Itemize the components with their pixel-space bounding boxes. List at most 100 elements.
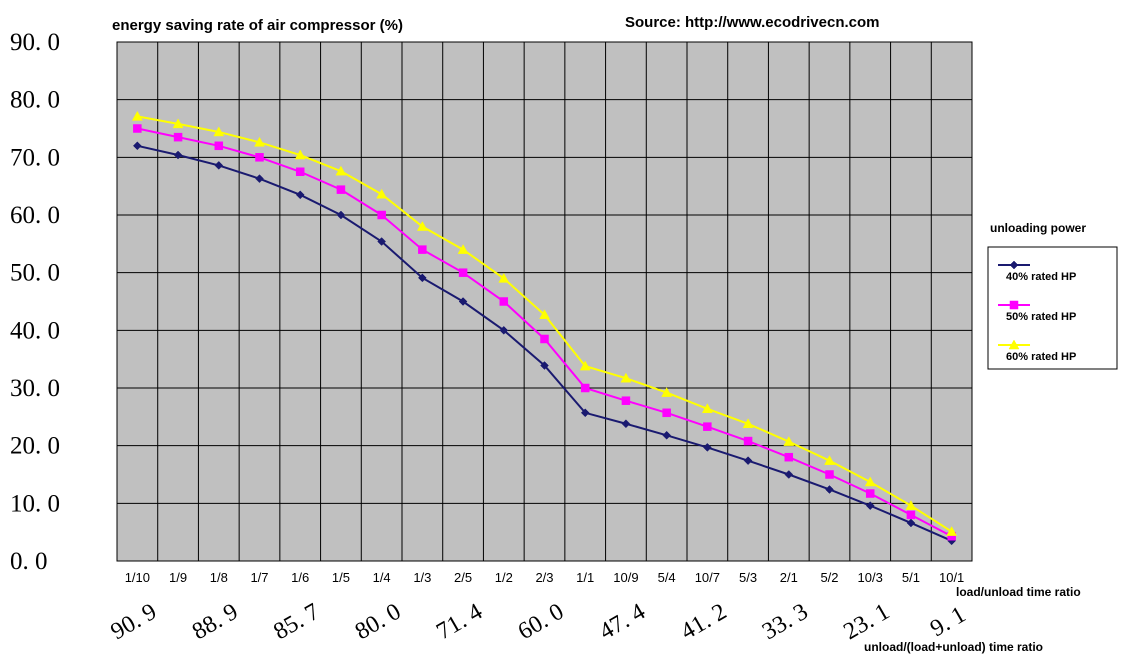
y-tick-label: 40. 0 xyxy=(10,317,60,344)
x-tick-label: 5/4 xyxy=(658,570,676,585)
marker-triangle xyxy=(498,272,510,283)
marker-diamond xyxy=(662,430,671,440)
marker-triangle xyxy=(701,403,713,414)
x-tick-label: 2/5 xyxy=(454,570,472,585)
secondary-x-tick-label: 9. 1 xyxy=(926,602,970,643)
marker-diamond xyxy=(743,456,753,466)
x-tick-label: 5/3 xyxy=(739,570,757,585)
legend-title: unloading power xyxy=(990,221,1086,235)
marker-diamond xyxy=(458,297,468,306)
marker-diamond xyxy=(865,501,875,510)
marker-square xyxy=(540,334,549,344)
marker-square xyxy=(295,167,305,176)
x-tick-label: 5/2 xyxy=(820,570,838,585)
series-layer xyxy=(131,110,958,546)
legend-item: 50% rated HP xyxy=(998,300,1076,323)
marker-diamond xyxy=(1009,260,1019,270)
secondary-x-tick-label: 90. 9 xyxy=(107,599,162,646)
legend: 40% rated HP 50% rated HP 60% rated HP xyxy=(998,260,1076,363)
secondary-x-tick-label: 41. 2 xyxy=(677,599,732,646)
chart-title: energy saving rate of air compressor (%) xyxy=(112,17,403,34)
marker-square xyxy=(906,510,916,520)
secondary-x-tick-label: 47. 4 xyxy=(595,599,650,646)
marker-square xyxy=(784,452,794,462)
marker-triangle xyxy=(335,165,347,176)
x-axis-label: load/unload time ratio xyxy=(956,585,1081,599)
series-60-rated-hp xyxy=(131,110,958,536)
secondary-x-tick-label: 71. 4 xyxy=(432,599,487,646)
marker-square xyxy=(173,132,183,142)
y-tick-label: 0. 0 xyxy=(10,548,48,575)
marker-diamond xyxy=(499,325,509,335)
marker-triangle xyxy=(579,360,591,371)
x-tick-label: 1/6 xyxy=(291,570,309,585)
x-tick-label: 1/7 xyxy=(250,570,268,585)
marker-square xyxy=(1009,300,1019,310)
x-tick-label: 2/1 xyxy=(780,570,798,585)
x-tick-label: 1/2 xyxy=(495,570,513,585)
secondary-x-tick-label: 33. 3 xyxy=(758,599,813,646)
legend-label: 50% rated HP xyxy=(1006,311,1076,323)
marker-diamond xyxy=(540,361,549,370)
marker-square xyxy=(662,408,671,418)
marker-triangle xyxy=(742,418,754,429)
marker-triangle xyxy=(416,221,428,231)
marker-square xyxy=(214,141,224,151)
marker-diamond xyxy=(580,408,590,418)
legend-label: 40% rated HP xyxy=(1006,271,1076,283)
y-axis-ticks: 0. 0 10. 0 20. 0 30. 0 40. 0 50. 0 60. 0 70. 0 8… xyxy=(10,29,60,575)
y-tick-label: 80. 0 xyxy=(10,87,60,114)
x-tick-label: 1/1 xyxy=(576,570,594,585)
x-tick-label: 5/1 xyxy=(902,570,920,585)
marker-square xyxy=(255,153,264,162)
x-tick-label: 1/4 xyxy=(373,570,391,585)
series-50-rated-hp xyxy=(133,124,956,541)
marker-square xyxy=(703,422,712,431)
secondary-x-axis-ticks: 90. 9 88. 9 85. 7 80. 0 71. 4 60. 0 47. 4 41. 2… xyxy=(107,599,971,646)
marker-diamond xyxy=(255,174,264,184)
x-tick-label: 10/3 xyxy=(858,570,883,585)
marker-triangle xyxy=(864,476,876,487)
marker-square xyxy=(133,124,142,133)
marker-triangle xyxy=(824,455,835,465)
marker-diamond xyxy=(418,273,427,283)
secondary-x-axis-label: unload/(load+unload) time ratio xyxy=(864,640,1043,654)
marker-diamond xyxy=(377,237,386,246)
grid xyxy=(117,42,972,561)
marker-triangle xyxy=(539,309,550,320)
x-tick-label: 10/7 xyxy=(695,570,720,585)
x-tick-label: 2/3 xyxy=(535,570,553,585)
marker-diamond xyxy=(825,485,834,494)
marker-triangle xyxy=(254,136,265,147)
marker-triangle xyxy=(905,500,917,510)
x-tick-label: 1/9 xyxy=(169,570,187,585)
secondary-x-tick-label: 60. 0 xyxy=(514,599,569,646)
x-axis-ticks: 1/10 1/9 1/8 1/7 1/6 1/5 1/4 1/3 2/5 1/2 2/3 1/1 10/… xyxy=(125,570,965,585)
marker-diamond xyxy=(703,443,712,452)
marker-square xyxy=(418,245,427,254)
y-tick-label: 20. 0 xyxy=(10,433,60,460)
x-tick-label: 10/1 xyxy=(939,570,964,585)
x-tick-label: 1/3 xyxy=(413,570,431,585)
marker-diamond xyxy=(295,190,305,200)
marker-square xyxy=(458,268,468,277)
y-tick-label: 60. 0 xyxy=(10,202,60,229)
marker-triangle xyxy=(1008,339,1020,350)
plot-area xyxy=(116,41,973,562)
secondary-x-tick-label: 88. 9 xyxy=(188,599,243,646)
marker-diamond xyxy=(336,210,346,220)
legend-item: 40% rated HP xyxy=(998,260,1076,283)
chart-source: Source: http://www.ecodrivecn.com xyxy=(625,14,880,31)
marker-square xyxy=(377,210,386,220)
y-tick-label: 90. 0 xyxy=(10,29,60,56)
secondary-x-tick-label: 23. 1 xyxy=(839,599,894,646)
marker-triangle xyxy=(376,188,388,199)
y-tick-label: 10. 0 xyxy=(10,490,60,517)
legend-label: 60% rated HP xyxy=(1006,351,1076,363)
marker-square xyxy=(499,297,509,306)
y-tick-label: 30. 0 xyxy=(10,375,60,402)
legend-item: 60% rated HP xyxy=(998,339,1076,363)
marker-square xyxy=(865,489,875,498)
marker-triangle xyxy=(946,526,958,536)
